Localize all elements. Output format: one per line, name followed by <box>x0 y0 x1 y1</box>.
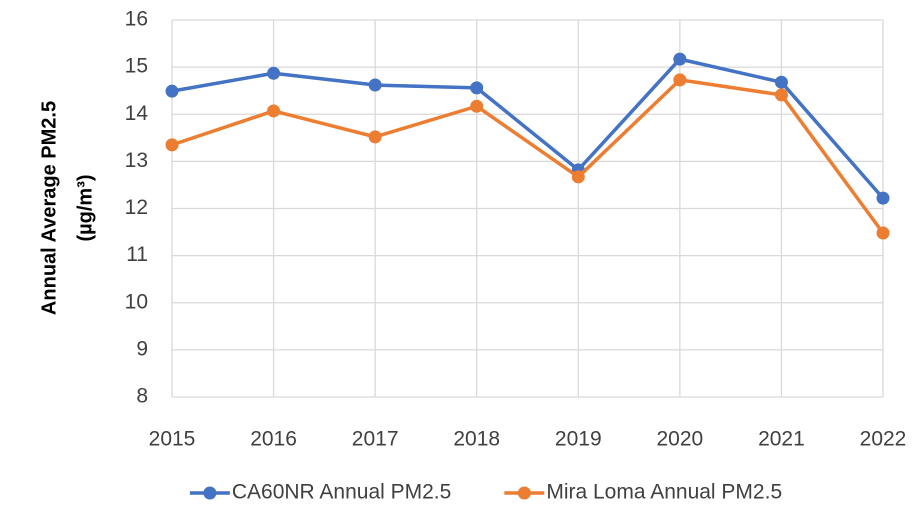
y-tick-label: 11 <box>126 243 148 266</box>
point <box>774 75 788 89</box>
point <box>571 170 585 184</box>
x-tick-label: 2017 <box>352 428 399 451</box>
point <box>774 88 788 102</box>
x-tick-label: 2021 <box>758 428 805 451</box>
legend-marker <box>203 486 217 500</box>
point <box>673 73 687 87</box>
y-axis-title: (µg/m³) <box>74 174 96 241</box>
y-axis-title: Annual Average PM2.5 <box>38 101 60 315</box>
point <box>470 81 484 95</box>
y-tick-label: 12 <box>125 196 148 219</box>
y-tick-label: 14 <box>125 102 149 125</box>
y-title-group: Annual Average PM2.5 <box>38 101 60 315</box>
x-tick-label: 2016 <box>250 428 297 451</box>
y-tick-label: 13 <box>125 149 148 172</box>
point <box>876 191 890 205</box>
legend-marker <box>517 486 531 500</box>
x-tick-label: 2018 <box>453 428 500 451</box>
y-tick-label: 10 <box>125 290 148 313</box>
x-tick-label: 2022 <box>860 428 907 451</box>
y-tick-label: 9 <box>136 337 148 360</box>
x-tick-label: 2015 <box>149 428 196 451</box>
point <box>165 138 179 152</box>
y-tick-label: 8 <box>136 385 148 408</box>
series-line <box>171 78 885 235</box>
point <box>267 66 281 80</box>
y-tick-label: 16 <box>125 8 148 31</box>
point <box>165 84 179 98</box>
point <box>673 52 687 66</box>
legend-label: CA60NR Annual PM2.5 <box>232 481 451 504</box>
y-tick-label: 15 <box>125 55 148 78</box>
point <box>470 99 484 113</box>
point <box>267 104 281 118</box>
x-tick-label: 2019 <box>555 428 602 451</box>
point <box>368 130 382 144</box>
point <box>368 78 382 92</box>
y-title-group: (µg/m³) <box>74 174 96 241</box>
series-line <box>171 57 885 200</box>
point <box>876 226 890 240</box>
legend-label: Mira Loma Annual PM2.5 <box>546 481 782 504</box>
x-tick-label: 2020 <box>656 428 703 451</box>
